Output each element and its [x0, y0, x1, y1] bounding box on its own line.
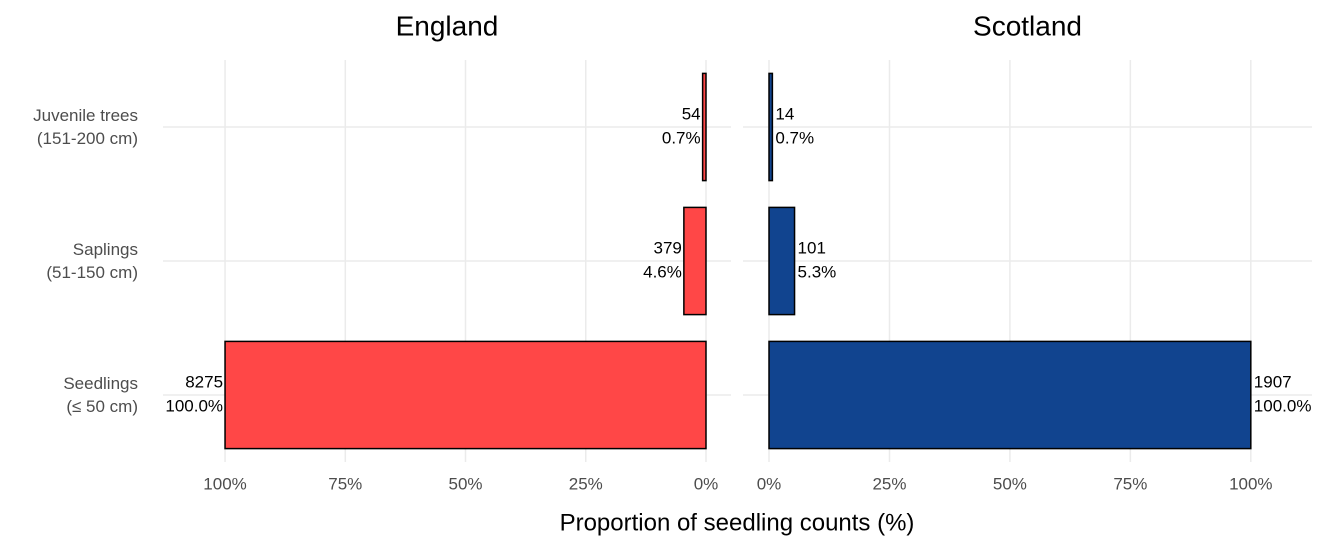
y-tick-label: Seedlings (≤ 50 cm) [63, 374, 138, 416]
x-tick-label: 50% [449, 474, 483, 493]
x-tick-label: 25% [872, 474, 906, 493]
x-tick-label: 0% [694, 474, 719, 493]
bar [768, 72, 774, 182]
panel-title: England [396, 10, 499, 41]
count-label: 54 [682, 104, 701, 123]
count-label: 14 [775, 104, 794, 123]
count-label: 8275 [185, 372, 223, 391]
value-label: 0.7% [662, 128, 701, 147]
bar [224, 340, 707, 450]
x-tick-label: 0% [757, 474, 782, 493]
bar [683, 206, 707, 316]
value-label: 0.7% [775, 128, 814, 147]
x-tick-label: 100% [1229, 474, 1272, 493]
y-tick-label: Saplings (51-150 cm) [46, 240, 138, 282]
count-label: 379 [653, 238, 681, 257]
value-label: 5.3% [798, 262, 837, 281]
x-axis-label: Proportion of seedling counts (%) [560, 509, 915, 536]
x-tick-label: 25% [569, 474, 603, 493]
x-tick-label: 75% [1113, 474, 1147, 493]
count-label: 1907 [1254, 372, 1292, 391]
value-label: 4.6% [643, 262, 682, 281]
x-tick-label: 100% [203, 474, 246, 493]
value-label: 100.0% [165, 396, 223, 415]
panel-title: Scotland [973, 10, 1082, 41]
count-label: 101 [798, 238, 826, 257]
x-tick-label: 75% [328, 474, 362, 493]
bar [701, 72, 707, 182]
bar [768, 340, 1252, 450]
y-tick-label: Juvenile trees (151-200 cm) [33, 106, 138, 148]
bar [768, 206, 796, 316]
x-tick-label: 50% [993, 474, 1027, 493]
value-label: 100.0% [1254, 396, 1312, 415]
